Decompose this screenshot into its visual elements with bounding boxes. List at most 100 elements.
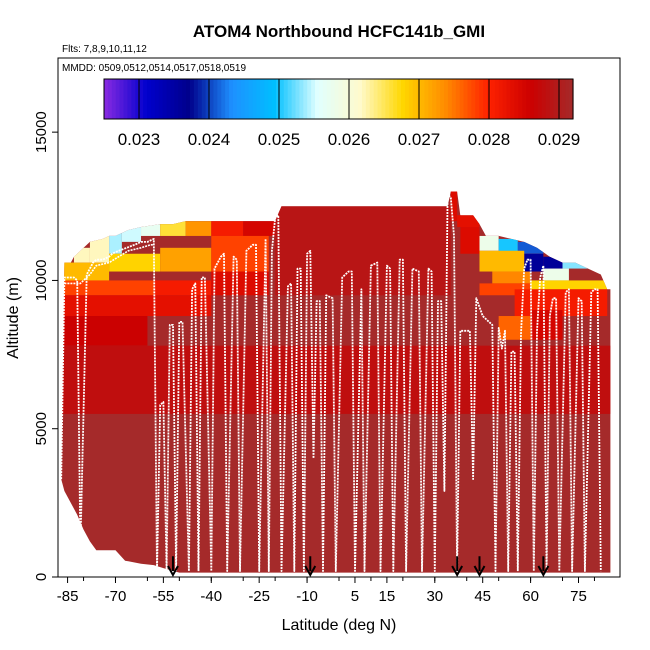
data-cell [160,247,212,272]
data-cell [64,262,110,281]
colorbar-segment [342,79,347,119]
data-cell [479,283,531,296]
data-cell [153,280,212,296]
colorbar-segment [334,79,340,119]
colorbar-segment [401,79,406,119]
colorbar-segment [299,79,304,119]
colorbar-segment [127,79,132,119]
data-cell [89,235,110,263]
colorbar-segment [436,79,441,119]
colorbar-tick-label: 0.027 [398,130,441,149]
colorbar-segment [361,79,367,119]
x-tick-label: 60 [522,588,539,605]
colorbar-segment [217,79,222,119]
chart-title: ATOM4 Northbound HCFC141b_GMI [193,22,485,41]
colorbar-segment [557,79,562,119]
colorbar-segment [205,79,211,119]
colorbar-segment [143,79,148,119]
colorbar-segment [291,79,297,119]
x-tick-label: 45 [474,588,491,605]
colorbar-segment [537,79,543,119]
data-cell [450,191,458,222]
x-tick-label: -70 [105,588,127,605]
colorbar-segment [530,79,535,119]
colorbar-segment [440,79,445,119]
colorbar-segment [498,79,504,119]
colorbar-segment [506,79,512,119]
data-cell [185,221,212,236]
y-tick-label: 15000 [33,111,50,153]
colorbar-segment [131,79,136,119]
colorbar-segment [123,79,129,119]
colorbar-segment [111,79,117,119]
colorbar-segment [483,79,488,119]
colorbar-segment [322,79,328,119]
colorbar-segment [494,79,500,119]
colorbar-segment [522,79,527,119]
colorbar-segment [264,79,269,119]
colorbar-segment [463,79,469,119]
data-cell [517,241,544,254]
colorbar-segment [170,79,175,119]
colorbar-segment [377,79,383,119]
data-cell [109,253,161,272]
colorbar-segment [283,79,289,119]
colorbar-segment [326,79,332,119]
plot-area [60,191,611,578]
y-axis-label: Altitude (m) [5,277,22,359]
colorbar-segment [154,79,160,119]
colorbar-segment [303,79,308,119]
colorbar-segment [408,79,414,119]
x-tick-label: -10 [296,588,318,605]
colorbar-segment [553,79,558,119]
data-field [61,191,611,573]
colorbar-segment [186,79,191,119]
colorbar-segment [232,79,238,119]
colorbar-segment [158,79,164,119]
data-cell [61,345,611,414]
data-cell [460,227,480,254]
colorbar-segment [545,79,551,119]
colorbar-segment [514,79,519,119]
data-cell [211,271,269,296]
colorbar-segment [287,79,293,119]
colorbar-segment [197,79,203,119]
colorbar-tick-label: 0.024 [188,130,231,149]
colorbar-segment [236,79,242,119]
colorbar-segment [174,79,179,119]
flight-track-secondary [64,244,154,285]
data-cell [498,316,531,340]
data-cell [73,247,90,263]
colorbar-segment [225,79,230,119]
data-cell [109,232,122,254]
colorbar-segment [256,79,261,119]
colorbar-segment [119,79,125,119]
colorbar-segment [221,79,226,119]
data-cell [479,235,499,251]
colorbar-segment [311,79,316,119]
data-cell [530,280,608,290]
colorbar-segment [451,79,457,119]
x-tick-label: 5 [351,588,359,605]
colorbar-segment [358,79,363,119]
colorbar-segment [330,79,336,119]
colorbar-segment [275,79,281,119]
colorbar-segment [455,79,461,119]
colorbar-segment [338,79,344,119]
colorbar-frame [103,78,574,120]
data-cell [562,247,589,269]
colorbar-segment [518,79,523,119]
colorbar-segment [260,79,265,119]
colorbar-segment [350,79,355,119]
data-cell [211,221,244,236]
data-cell [141,224,161,236]
colorbar-segment [213,79,218,119]
colorbar-segment [150,79,156,119]
colorbar-segment [182,79,187,119]
data-cell [61,280,154,296]
colorbar-tick-label: 0.029 [538,130,581,149]
dates-note: MMDD: 0509,0512,0514,0517,0518,0519 [62,63,246,74]
data-cell [543,268,569,281]
flight-arrow-head [473,565,486,578]
x-tick-label: -55 [153,588,175,605]
